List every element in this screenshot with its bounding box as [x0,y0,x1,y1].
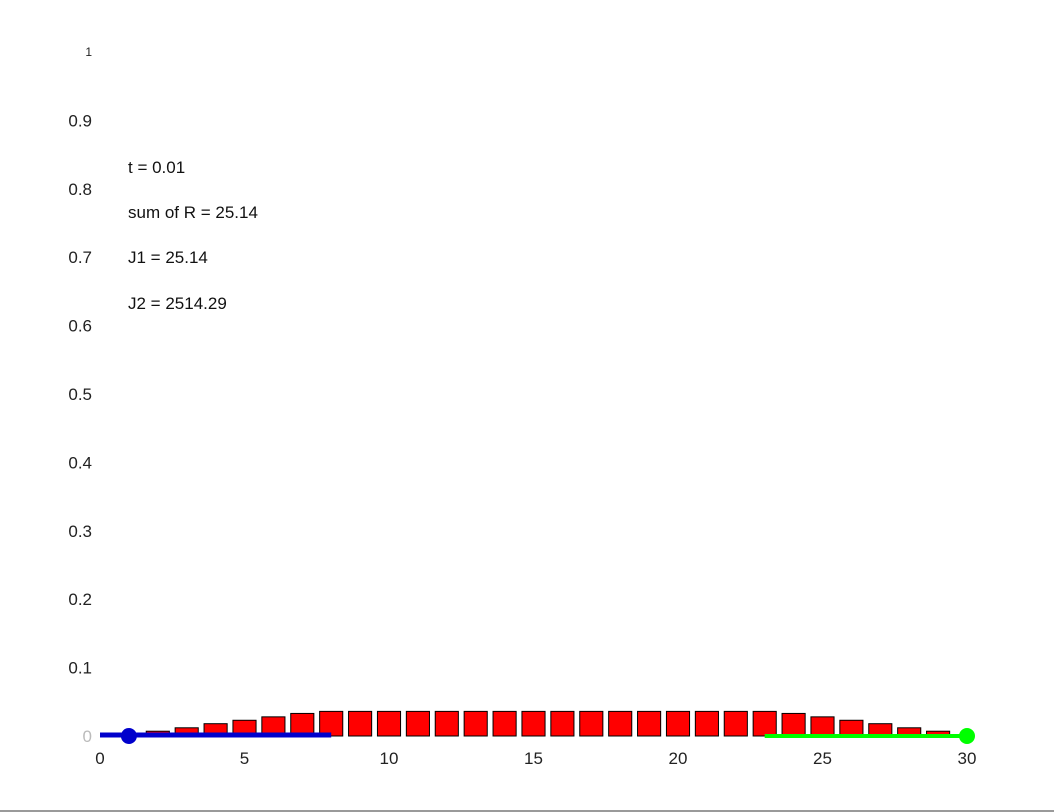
y-tick-label: 0.9 [68,111,92,130]
x-tick-label: 25 [813,749,832,768]
bar-8 [319,710,344,737]
right-marker [959,728,975,744]
bar-26 [839,719,864,737]
bar-10 [376,710,402,737]
left-marker [120,728,137,744]
y-tick-labels: 0 0.1 0.2 0.3 0.4 0.5 0.6 0.7 0.8 0.9 1 [68,45,92,746]
annotation-text: sum of R = 25.14 [128,203,258,222]
bars-group [145,710,951,737]
annotation-text: J2 = 2514.29 [128,294,227,313]
annotations: t = 0.01 sum of R = 25.14 J1 = 25.14 J2 = 2… [128,158,258,313]
y-tick-label: 0.1 [68,659,92,678]
bar-23 [752,710,777,737]
bar-19 [637,710,662,737]
x-tick-label: 20 [669,749,688,768]
x-tick-labels: 0 5 10 15 20 25 30 [95,749,976,768]
bar-21 [694,710,719,737]
x-tick-label: 15 [524,749,543,768]
x-tick-label: 10 [380,749,399,768]
bar-12 [434,710,459,737]
bar-24 [781,712,806,737]
y-tick-label: 0 [83,727,92,746]
bar-20 [665,710,691,737]
bar-15 [521,710,546,737]
y-tick-label: 0.2 [68,590,92,609]
y-tick-label: 0.7 [68,248,92,267]
y-tick-label: 0.8 [68,180,92,199]
x-tick-label: 0 [95,749,104,768]
bar-9 [348,710,373,737]
bar-25 [810,716,835,737]
y-tick-label: 0.6 [68,317,92,336]
bar-22 [723,710,748,737]
window-bottom-edge [0,810,1054,812]
bar-13 [463,710,488,737]
bar-11 [405,710,430,737]
plot-area [100,52,967,736]
annotation-text: J1 = 25.14 [128,248,208,267]
bar-18 [608,710,633,737]
annotation-text: t = 0.01 [128,158,185,177]
y-tick-label: 0.4 [68,453,92,472]
bar-14 [492,710,517,737]
lines-group [100,728,975,744]
bar-16 [550,710,575,737]
y-tick-label: 0.3 [68,522,92,541]
y-tick-label: 0.5 [68,385,92,404]
y-tick-label: 1 [85,45,92,59]
x-tick-label: 30 [958,749,977,768]
x-tick-label: 5 [240,749,249,768]
bar-17 [579,710,604,737]
